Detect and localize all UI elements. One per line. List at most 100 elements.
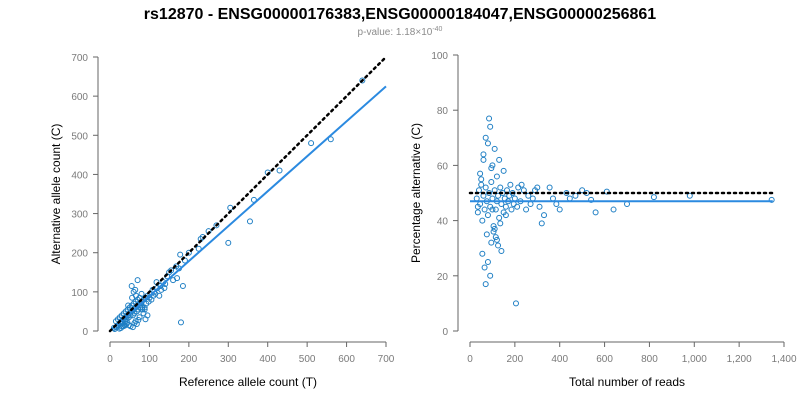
data-point [492, 206, 499, 213]
allele-count-scatter-panel: 0 100 200 300 400 500 600 700 0 100 200 300 400 500 60… [49, 53, 395, 389]
data-point [496, 156, 503, 163]
y-axis-label: Percentage alternative (C) [409, 123, 423, 263]
chart-subtitle: p-value: 1.18×10-40 [358, 26, 443, 38]
data-point [170, 277, 177, 284]
data-point [477, 170, 484, 177]
data-point [512, 300, 519, 307]
x-axis-label: Total number of reads [569, 375, 685, 389]
data-point [538, 220, 545, 227]
x-tick-label: 400 [259, 354, 276, 365]
data-point [491, 225, 498, 232]
data-point [488, 178, 495, 185]
y-tick-label: 100 [71, 288, 88, 299]
data-point [177, 251, 184, 258]
data-point [481, 264, 488, 271]
data-point [487, 123, 494, 130]
data-point [141, 306, 148, 313]
data-point [495, 242, 502, 249]
data-point [276, 167, 283, 174]
data-point [686, 192, 693, 199]
data-point [479, 217, 486, 224]
data-point [480, 151, 487, 158]
data-point [129, 294, 136, 301]
x-tick-label: 300 [220, 354, 237, 365]
data-point [493, 236, 500, 243]
data-point [515, 184, 522, 191]
reference-line [108, 55, 388, 333]
x-tick-label: 0 [107, 354, 113, 365]
data-point [132, 318, 139, 325]
x-tick-label: 200 [507, 354, 524, 365]
data-point [768, 196, 775, 203]
data-point [484, 140, 491, 147]
data-point [481, 206, 488, 213]
data-point [502, 212, 509, 219]
data-point [144, 312, 151, 319]
data-point [483, 231, 490, 238]
y-tick-label: 40 [437, 217, 449, 228]
data-point [327, 136, 334, 143]
data-point [502, 203, 509, 210]
data-point [488, 239, 495, 246]
data-point [508, 206, 515, 213]
data-point [478, 176, 485, 183]
y-tick-label: 700 [71, 53, 88, 64]
y-tick-label: 200 [71, 249, 88, 260]
x-tick-label: 100 [141, 354, 158, 365]
x-tick-label: 1,200 [727, 354, 752, 365]
data-point [489, 162, 496, 169]
data-point [484, 259, 491, 265]
x-tick-label: 600 [596, 354, 613, 365]
data-point [500, 167, 507, 174]
y-tick-label: 0 [442, 327, 448, 338]
data-point [541, 212, 548, 219]
p-value-exponent: -40 [432, 26, 442, 33]
data-point [525, 192, 532, 199]
data-point [572, 192, 579, 199]
data-point [134, 277, 141, 284]
data-point [474, 209, 481, 216]
data-point [482, 184, 489, 191]
data-point [246, 218, 253, 225]
data-point [493, 173, 500, 180]
data-point [650, 194, 657, 201]
y-tick-label: 300 [71, 210, 88, 221]
data-point [484, 212, 491, 219]
data-point [497, 184, 504, 191]
y-tick-label: 80 [437, 106, 449, 117]
data-point [523, 206, 530, 213]
data-point [490, 223, 497, 230]
p-value-text: p-value: 1.18×10 [358, 27, 433, 38]
x-tick-label: 200 [181, 354, 198, 365]
data-point [490, 228, 497, 235]
x-axis-label: Reference allele count (T) [179, 375, 317, 389]
data-point [603, 188, 610, 195]
data-point [308, 140, 315, 147]
data-point [136, 314, 143, 321]
data-point [491, 145, 498, 152]
data-point [489, 206, 496, 213]
data-point [179, 282, 186, 289]
data-point [128, 282, 135, 289]
x-tick-label: 400 [551, 354, 568, 365]
y-tick-label: 20 [437, 272, 449, 283]
x-tick-label: 700 [378, 354, 395, 365]
y-tick-label: 0 [82, 327, 88, 338]
data-point [482, 281, 489, 288]
data-point [124, 319, 131, 326]
data-point [546, 184, 553, 191]
data-point [132, 286, 139, 293]
y-tick-label: 400 [71, 170, 88, 181]
data-point [592, 209, 599, 216]
data-point [487, 272, 494, 279]
data-point [359, 77, 366, 84]
y-tick-label: 100 [431, 51, 448, 62]
data-point [610, 206, 617, 213]
data-point [506, 192, 513, 199]
data-point [480, 156, 487, 163]
data-point [177, 319, 184, 326]
data-point [556, 206, 563, 213]
fit-line [109, 85, 387, 332]
chart-title: rs12870 - ENSG00000176383,ENSG0000018404… [144, 6, 657, 23]
